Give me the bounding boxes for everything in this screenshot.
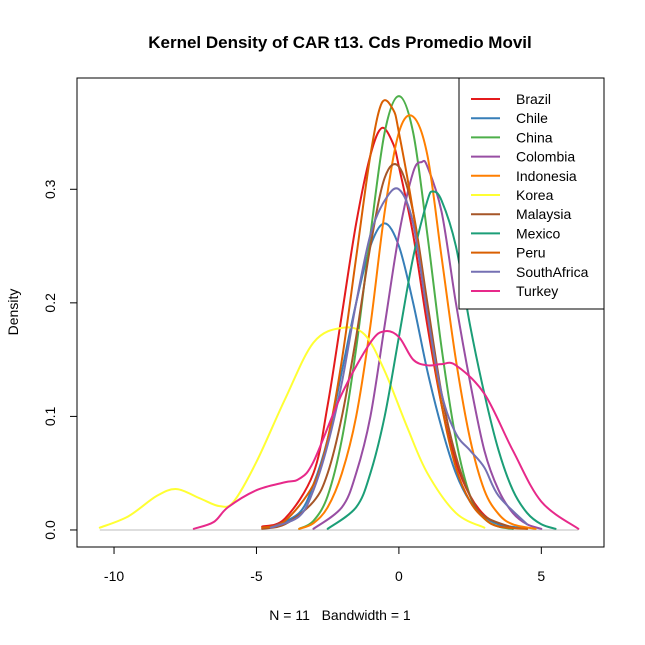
legend-label: Korea [516, 187, 554, 203]
series-line-mexico [326, 190, 557, 530]
series-line-turkey [192, 330, 580, 530]
legend: Brazil Chile China Colombia Indonesia Korea Ma… [458, 77, 605, 310]
x-axis: -10 -5 0 5 [104, 546, 545, 584]
chart-title: Kernel Density of CAR t13. Cds Promedio … [148, 33, 532, 52]
series-line-southafrica [269, 187, 529, 529]
legend-label: Turkey [516, 283, 558, 299]
legend-item-peru: Peru [471, 245, 546, 261]
legend-label: Brazil [516, 91, 551, 107]
series-line-malaysia [261, 163, 514, 530]
series-line-colombia [312, 159, 543, 530]
legend-item-brazil: Brazil [471, 91, 551, 107]
legend-item-china: China [471, 129, 553, 145]
x-tick-label: 5 [537, 568, 545, 584]
legend-item-colombia: Colombia [471, 149, 575, 165]
series-layer [98, 95, 580, 530]
legend-item-southafrica: SouthAfrica [471, 264, 589, 280]
legend-box [458, 77, 605, 310]
legend-item-mexico: Mexico [471, 225, 561, 241]
legend-item-turkey: Turkey [471, 283, 558, 299]
series-line-peru [261, 99, 529, 530]
x-axis-label: N = 11 Bandwidth = 1 [269, 607, 411, 623]
legend-label: China [516, 129, 553, 145]
legend-label: Malaysia [516, 206, 571, 222]
x-tick-label: 0 [395, 568, 403, 584]
legend-label: Colombia [516, 149, 575, 165]
series-line-korea [98, 326, 486, 529]
x-tick-label: -5 [250, 568, 263, 584]
legend-label: SouthAfrica [516, 264, 589, 280]
y-tick-label: 0.1 [42, 406, 58, 426]
x-tick-label: -10 [104, 568, 124, 584]
legend-item-malaysia: Malaysia [471, 206, 571, 222]
series-line-indonesia [298, 114, 537, 530]
legend-label: Mexico [516, 225, 561, 241]
legend-label: Chile [516, 110, 548, 126]
y-axis-label: Density [5, 289, 21, 336]
legend-item-chile: Chile [471, 110, 548, 126]
legend-label: Indonesia [516, 168, 577, 184]
y-tick-label: 0.3 [42, 179, 58, 199]
legend-label: Peru [516, 245, 546, 261]
y-tick-label: 0.0 [42, 520, 58, 540]
y-axis: 0.0 0.1 0.2 0.3 [42, 179, 78, 540]
legend-item-indonesia: Indonesia [471, 168, 577, 184]
y-tick-label: 0.2 [42, 293, 58, 313]
legend-item-korea: Korea [471, 187, 554, 203]
